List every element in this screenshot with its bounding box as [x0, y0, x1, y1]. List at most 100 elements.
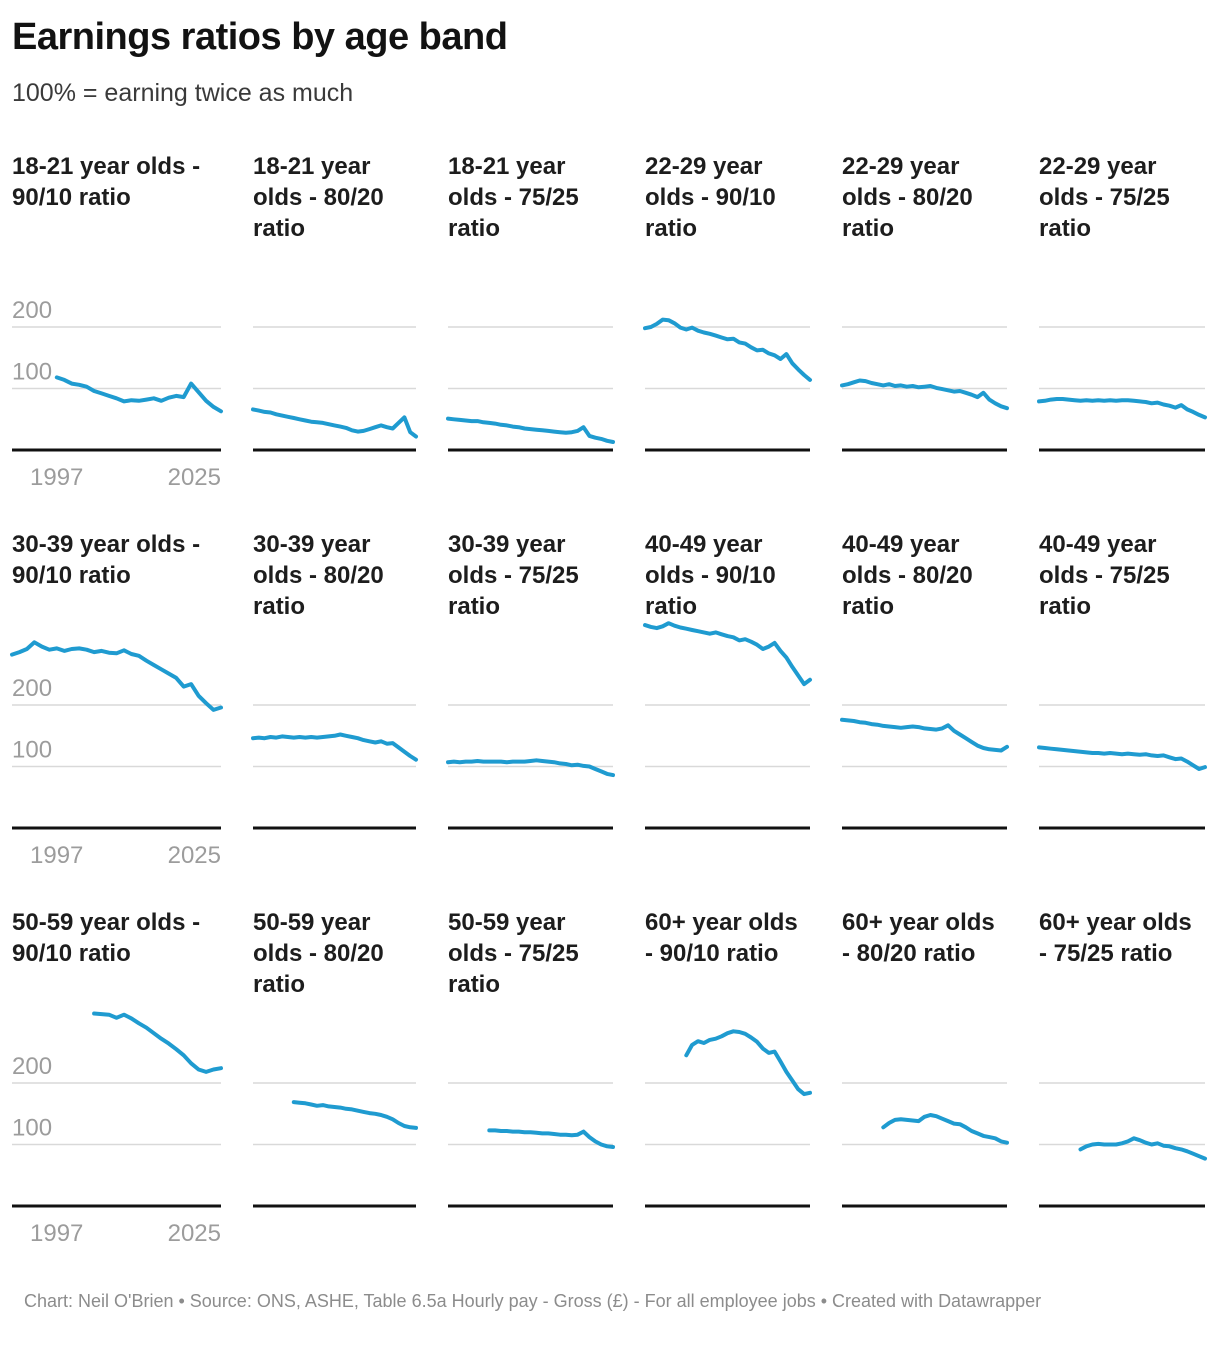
x-axis-labels: [1039, 456, 1205, 492]
panel-40-49-90-10: 40-49 year olds - 90/10 ratio: [643, 529, 812, 870]
data-line: [684, 1029, 812, 1097]
data-line: [251, 732, 418, 762]
panel-title: 22-29 year olds - 75/25 ratio: [1039, 153, 1170, 242]
panel-title: 30-39 year olds - 90/10 ratio: [12, 531, 201, 589]
x-tick-label-start: 1997: [30, 842, 84, 869]
panel-plot: [253, 1082, 418, 1208]
data-line: [840, 717, 1009, 753]
data-line: [251, 407, 418, 439]
x-tick-label-start: 1997: [30, 464, 84, 491]
data-line: [643, 621, 812, 687]
panel-18-21-90-10: 18-21 year olds - 90/10 ratio 100 200 1997 2…: [12, 151, 223, 492]
x-axis-labels: [1039, 834, 1205, 870]
x-axis-labels: 1997 2025: [12, 834, 221, 870]
panel-title: 22-29 year olds - 90/10 ratio: [645, 153, 776, 242]
y-tick-label-100: 100: [12, 737, 52, 764]
x-axis-labels: [448, 1212, 613, 1248]
panel-title: 40-49 year olds - 75/25 ratio: [1039, 531, 1170, 620]
x-tick-label-start: 1997: [30, 1220, 84, 1247]
panel-30-39-90-10: 30-39 year olds - 90/10 ratio 100 200 1997 2…: [10, 529, 223, 870]
chart-title: Earnings ratios by age band: [12, 16, 508, 58]
x-axis-labels: [253, 456, 416, 492]
x-axis-labels: [1039, 1212, 1205, 1248]
panel-title: 40-49 year olds - 90/10 ratio: [645, 531, 776, 620]
panel-title: 40-49 year olds - 80/20 ratio: [842, 531, 973, 620]
y-tick-label-200: 200: [12, 1053, 52, 1080]
panel-plot: [840, 704, 1009, 830]
panel-title: 18-21 year olds - 75/25 ratio: [448, 153, 579, 242]
x-axis-labels: [448, 834, 613, 870]
x-tick-label-end: 2025: [167, 1220, 221, 1247]
panel-plot: [643, 621, 812, 830]
x-axis-labels: [253, 1212, 416, 1248]
panel-title: 50-59 year olds - 90/10 ratio: [12, 909, 201, 967]
panel-18-21-75-25: 18-21 year olds - 75/25 ratio: [446, 151, 615, 492]
chart-subtitle: 100% = earning twice as much: [12, 79, 354, 107]
panel-60+-80-20: 60+ year olds - 80/20 ratio: [842, 907, 1009, 1248]
panel-title: 30-39 year olds - 80/20 ratio: [253, 531, 384, 620]
panel-50-59-80-20: 50-59 year olds - 80/20 ratio: [253, 907, 418, 1248]
panel-60+-75-25: 60+ year olds - 75/25 ratio: [1039, 907, 1207, 1248]
panel-60+-90-10: 60+ year olds - 90/10 ratio: [645, 907, 812, 1248]
panel-title: 50-59 year olds - 75/25 ratio: [448, 909, 579, 998]
y-tick-label-100: 100: [12, 359, 52, 386]
page: Earnings ratios by age band 100% = earni…: [10, 16, 1208, 1311]
data-line: [840, 378, 1009, 411]
panel-30-39-75-25: 30-39 year olds - 75/25 ratio: [446, 529, 615, 870]
data-line: [291, 1100, 418, 1130]
x-axis-labels: [448, 456, 613, 492]
y-tick-label-200: 200: [12, 297, 52, 324]
panel-40-49-80-20: 40-49 year olds - 80/20 ratio: [840, 529, 1009, 870]
panel-plot: [1037, 326, 1207, 452]
panel-title: 18-21 year olds - 90/10 ratio: [12, 153, 201, 211]
panel-plot: [448, 1082, 615, 1208]
data-line: [92, 1011, 223, 1074]
data-line: [881, 1113, 1009, 1145]
panel-18-21-80-20: 18-21 year olds - 80/20 ratio: [251, 151, 418, 492]
panel-plot: [251, 704, 418, 830]
panel-plot: [1037, 704, 1207, 830]
panel-title: 22-29 year olds - 80/20 ratio: [842, 153, 973, 242]
x-axis-labels: 1997 2025: [12, 456, 221, 492]
panel-title: 60+ year olds - 80/20 ratio: [842, 909, 995, 967]
panel-plot: [446, 326, 615, 452]
x-axis-labels: [645, 1212, 810, 1248]
panel-plot: 100 200: [12, 1011, 223, 1208]
panel-plot: [643, 317, 812, 452]
x-axis-labels: [253, 834, 416, 870]
chart-footer: Chart: Neil O'Brien • Source: ONS, ASHE,…: [24, 1291, 1042, 1311]
panel-plot: [1039, 1082, 1207, 1208]
panel-50-59-90-10: 50-59 year olds - 90/10 ratio 100 200 1997 2…: [12, 907, 223, 1248]
data-line: [446, 758, 615, 778]
data-line: [1037, 397, 1207, 420]
data-line: [54, 375, 223, 414]
x-axis-labels: [645, 456, 810, 492]
panel-plot: 100 200: [10, 640, 223, 830]
panel-30-39-80-20: 30-39 year olds - 80/20 ratio: [251, 529, 418, 870]
y-tick-label-100: 100: [12, 1115, 52, 1142]
panel-title: 50-59 year olds - 80/20 ratio: [253, 909, 384, 998]
data-line: [10, 640, 223, 712]
panel-plot: [251, 326, 418, 452]
panel-22-29-90-10: 22-29 year olds - 90/10 ratio: [643, 151, 812, 492]
panel-plot: [645, 1029, 812, 1208]
panel-title: 60+ year olds - 90/10 ratio: [645, 909, 798, 967]
data-line: [643, 317, 812, 382]
x-axis-labels: 1997 2025: [12, 1212, 221, 1248]
panel-plot: [446, 704, 615, 830]
panel-plot: 100 200: [12, 297, 223, 452]
x-axis-labels: [842, 1212, 1007, 1248]
panel-plot: [842, 1082, 1009, 1208]
x-axis-labels: [842, 834, 1007, 870]
small-multiples-grid: 18-21 year olds - 90/10 ratio 100 200 1997 2…: [10, 151, 1208, 1248]
x-axis-labels: [842, 456, 1007, 492]
panel-40-49-75-25: 40-49 year olds - 75/25 ratio: [1037, 529, 1207, 870]
panel-title: 60+ year olds - 75/25 ratio: [1039, 909, 1192, 967]
data-line: [487, 1128, 615, 1149]
panel-50-59-75-25: 50-59 year olds - 75/25 ratio: [448, 907, 615, 1248]
panel-22-29-75-25: 22-29 year olds - 75/25 ratio: [1037, 151, 1207, 492]
data-line: [446, 416, 615, 444]
data-line: [1037, 745, 1207, 771]
data-line: [1078, 1136, 1207, 1161]
panel-22-29-80-20: 22-29 year olds - 80/20 ratio: [840, 151, 1009, 492]
